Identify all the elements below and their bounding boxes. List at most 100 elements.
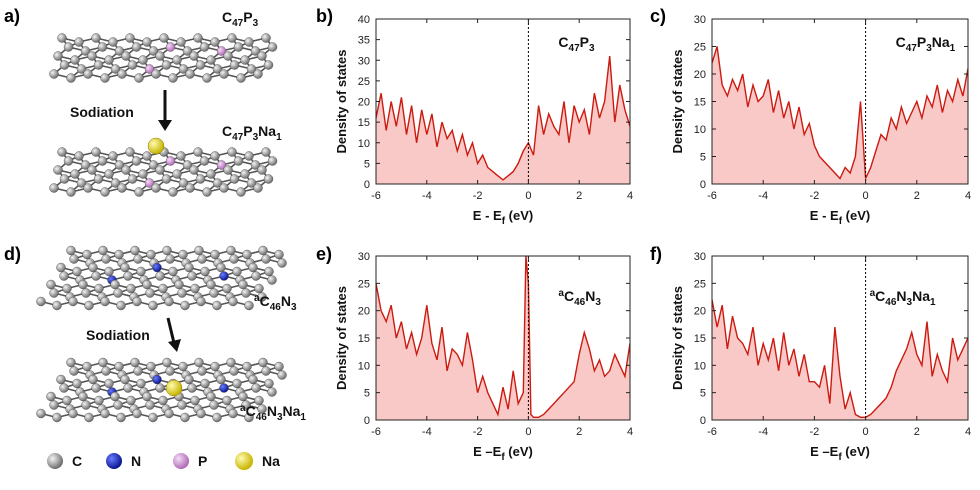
atom — [97, 156, 108, 166]
atom — [182, 160, 193, 170]
atom — [199, 42, 210, 52]
atom — [87, 51, 97, 61]
atom — [233, 156, 244, 166]
atom — [152, 262, 162, 273]
x-tick-label: 2 — [914, 426, 920, 438]
atom — [185, 183, 195, 193]
atom — [164, 296, 174, 307]
y-tick-label: 0 — [364, 415, 370, 427]
formula-c47p3na1-label: C47P3Na1 — [222, 123, 282, 143]
atom — [126, 283, 136, 294]
atom — [151, 183, 161, 193]
atom — [63, 156, 74, 166]
atom — [223, 165, 233, 175]
dos-panel-c: -6 -4 -2 0 2 4 0 5 10 15 20 25 30 Density of states E … — [670, 14, 971, 227]
atom — [49, 69, 59, 79]
atom — [100, 296, 110, 307]
atom — [52, 412, 62, 423]
atom — [195, 174, 206, 184]
atom — [193, 147, 203, 157]
atom — [168, 266, 178, 277]
atom — [117, 69, 127, 79]
atom — [158, 283, 168, 294]
atom — [244, 300, 254, 311]
dos-panel-e: -6 -4 -2 0 2 4 0 5 10 15 20 25 30 Density of states E … — [334, 251, 633, 463]
atom-legend: C N P Na — [47, 452, 280, 470]
atom — [246, 178, 257, 188]
atom — [74, 151, 84, 161]
atom — [145, 288, 155, 298]
atom — [244, 412, 254, 423]
y-tick-label: 0 — [700, 179, 706, 191]
panel-label-b: b) — [316, 6, 333, 26]
atom — [132, 408, 142, 419]
atom — [258, 245, 268, 256]
x-tick-label: -4 — [758, 426, 768, 438]
atom — [248, 374, 258, 385]
atom — [193, 33, 203, 43]
atom — [212, 178, 223, 188]
atom — [113, 288, 123, 298]
y-tick-label: 10 — [358, 138, 370, 150]
atom — [228, 296, 238, 307]
y-tick-label: 20 — [358, 97, 370, 109]
atom — [176, 151, 186, 161]
x-tick-label: -6 — [371, 190, 381, 202]
atom — [114, 361, 124, 372]
atom — [206, 391, 216, 402]
atom — [168, 73, 178, 83]
y-axis-label: Density of states — [334, 49, 349, 153]
atom — [120, 262, 130, 273]
x-tick-label: 0 — [863, 426, 869, 438]
atom — [114, 249, 124, 260]
atom — [206, 279, 216, 290]
x-tick-label: 4 — [965, 190, 971, 202]
x-tick-label: -2 — [810, 190, 820, 202]
atom — [267, 387, 277, 397]
atom — [277, 370, 287, 380]
x-tick-label: -6 — [707, 426, 717, 438]
atom — [257, 165, 267, 175]
atom — [261, 147, 271, 157]
atom — [240, 169, 250, 179]
atom — [101, 254, 111, 264]
x-tick-label: 0 — [525, 190, 531, 202]
atom — [177, 400, 187, 410]
atom — [206, 169, 216, 179]
atom — [110, 178, 121, 188]
atom — [209, 400, 219, 410]
atom — [251, 383, 261, 393]
atom — [138, 169, 148, 179]
atom — [178, 64, 189, 74]
atom — [161, 60, 172, 70]
atom — [172, 55, 182, 65]
sodiation-arrowhead-bottom — [168, 339, 181, 352]
c47p3na1-structure — [49, 137, 278, 197]
atom — [165, 254, 175, 264]
sodium-atom — [147, 137, 165, 155]
dos-curve — [712, 299, 968, 418]
atom — [70, 169, 80, 179]
atom — [189, 165, 199, 175]
atom — [82, 361, 92, 372]
atom — [121, 51, 131, 61]
atom — [178, 178, 189, 188]
atom — [144, 64, 155, 74]
atom — [104, 266, 114, 277]
atom — [253, 69, 263, 79]
atom — [258, 357, 268, 368]
legend-nitrogen-swatch — [106, 453, 122, 469]
atom — [177, 288, 187, 298]
atom — [242, 249, 252, 260]
atom — [212, 300, 222, 311]
sodiation-arrowhead-top — [158, 120, 172, 131]
atom — [94, 283, 104, 294]
atom — [257, 51, 267, 61]
atom — [155, 383, 165, 393]
atom — [236, 187, 246, 197]
atom — [46, 391, 56, 402]
atom — [82, 249, 92, 260]
atom — [162, 245, 172, 256]
atom — [98, 245, 108, 256]
atom — [80, 160, 91, 170]
